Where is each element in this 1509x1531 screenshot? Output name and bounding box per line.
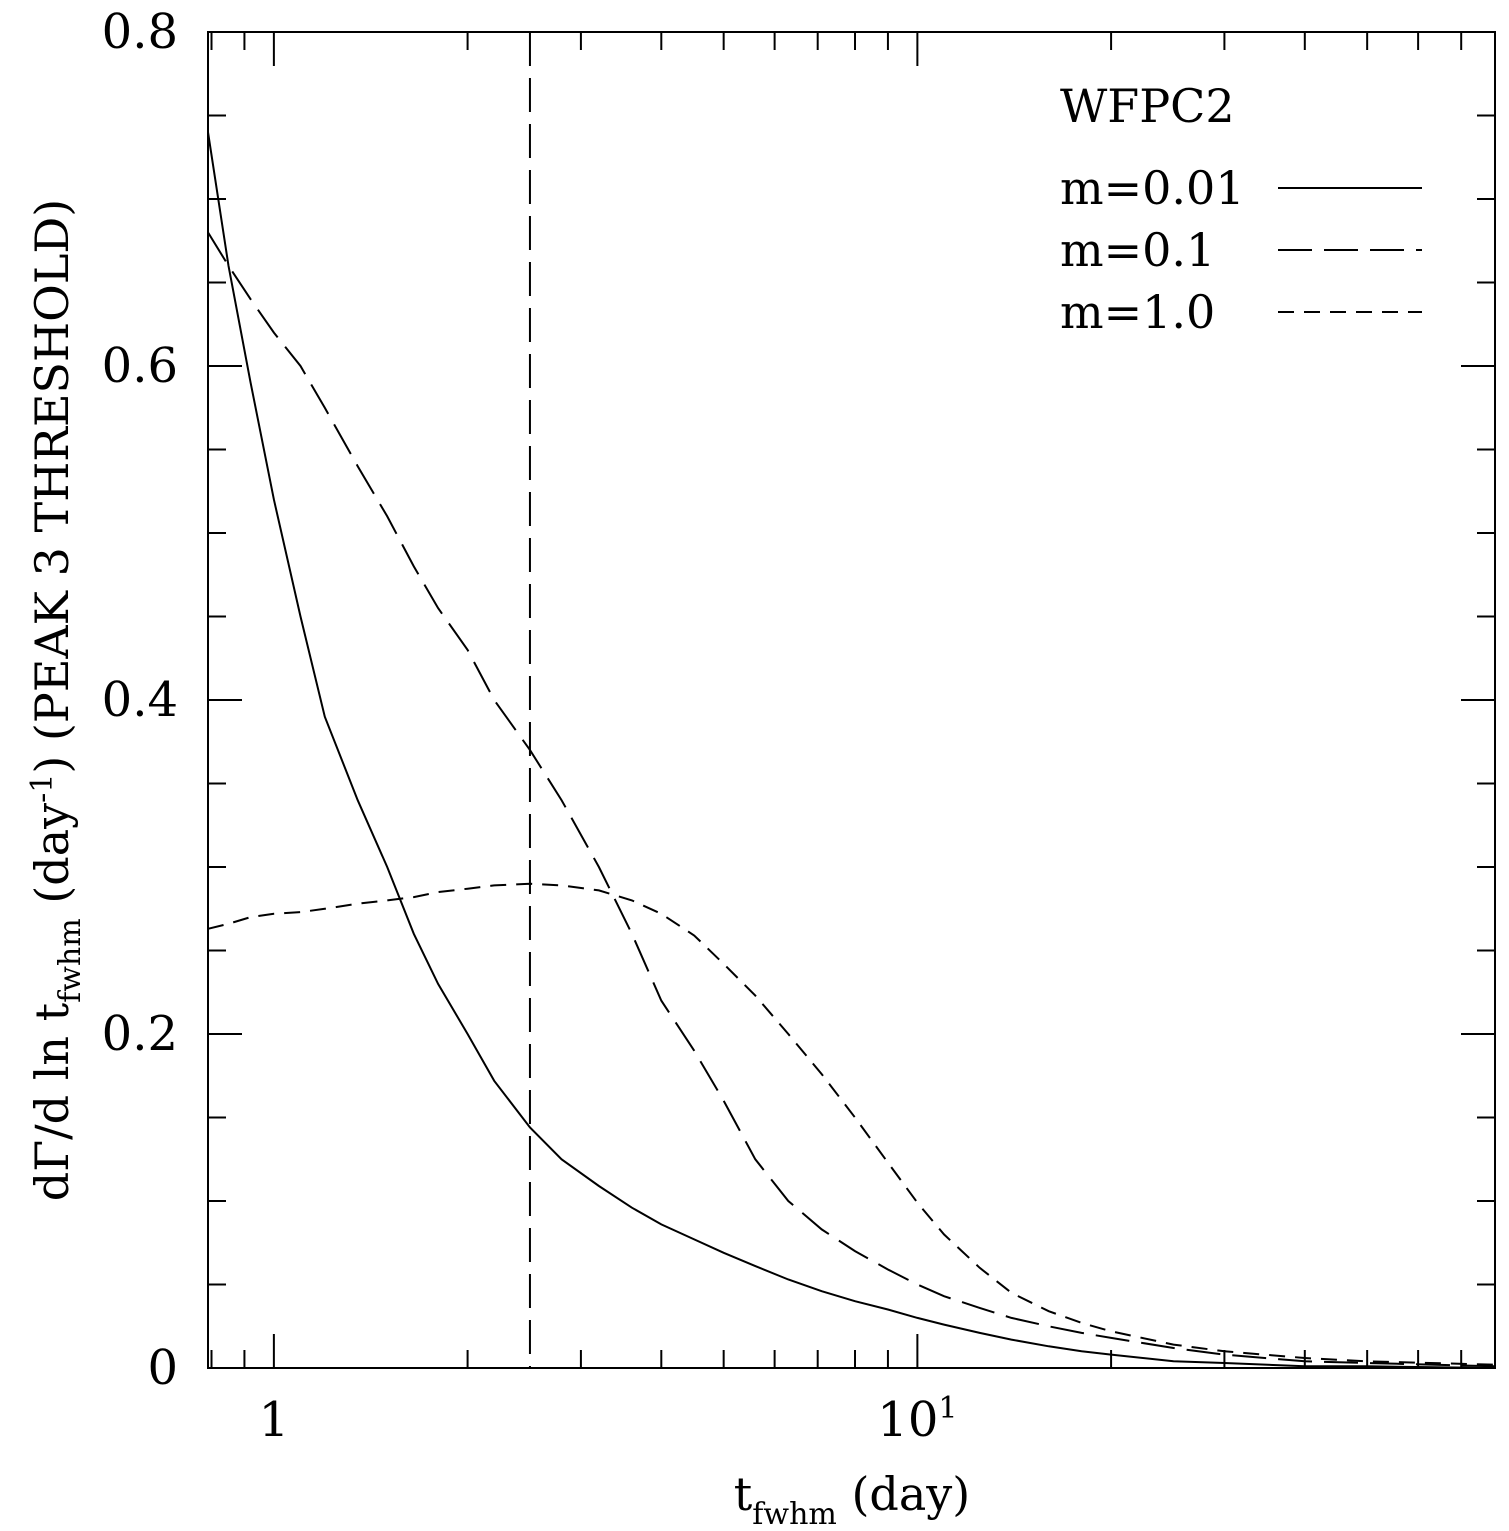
y-axis-title-post: ) (PEAK 3 THRESHOLD)	[25, 199, 79, 774]
series-line-m=0.01	[207, 132, 1496, 1369]
y-tick-label: 0.2	[102, 1006, 178, 1062]
x-axis-title-rest: (day)	[837, 1467, 970, 1521]
tick-labels: 0 0.2 0.4 0.6 0.8 1 101	[102, 4, 958, 1448]
y-axis-title-sup: -1	[25, 774, 60, 803]
x-tick-label: 101	[877, 1391, 957, 1448]
legend: WFPC2 m=0.01 m=0.1 m=1.0	[1060, 79, 1422, 339]
y-tick-label: 0.4	[102, 672, 178, 728]
series-group	[207, 132, 1496, 1369]
x-axis-title: tfwhm (day)	[734, 1467, 970, 1531]
y-tick-label: 0.8	[102, 4, 178, 60]
x-axis-title-main: t	[734, 1467, 753, 1521]
x-axis-title-sub: fwhm	[752, 1497, 837, 1531]
y-tick-label: 0	[147, 1340, 178, 1396]
y-tick-label: 0.6	[102, 338, 178, 394]
legend-label: m=0.1	[1060, 223, 1215, 277]
y-axis-title-sub: fwhm	[53, 918, 88, 1003]
legend-items: m=0.01 m=0.1 m=1.0	[1060, 161, 1422, 339]
legend-label: m=0.01	[1060, 161, 1245, 215]
ticks	[208, 31, 1495, 1369]
plot-frame	[207, 31, 1496, 1369]
y-axis-title-pre: dΓ/d ln t	[25, 1002, 79, 1201]
y-axis-title-mid: (day	[25, 803, 79, 918]
series-line-m=0.1	[207, 231, 1496, 1368]
legend-label: m=1.0	[1060, 285, 1215, 339]
x-tick-label: 1	[259, 1392, 290, 1448]
legend-title: WFPC2	[1060, 79, 1235, 133]
series-line-m=1.0	[207, 882, 1496, 1366]
y-axis-title: dΓ/d ln tfwhm (day-1) (PEAK 3 THRESHOLD)	[25, 199, 88, 1201]
